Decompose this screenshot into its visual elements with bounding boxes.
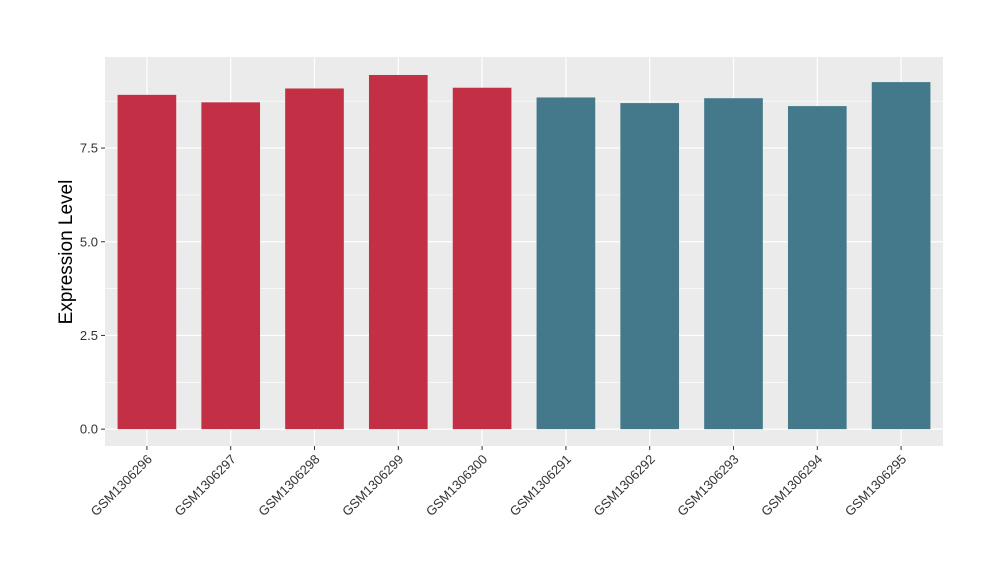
bar-gsm1306300 [452,87,512,430]
y-axis-title: Expression Level [56,180,77,325]
bar-gsm1306292 [620,103,680,430]
y-tick-label: 0.0 [80,422,98,437]
x-tick-label: GSM1306291 [507,452,574,519]
x-tick-label: GSM1306299 [339,452,406,519]
x-tick-label: GSM1306293 [674,452,741,519]
bar-gsm1306297 [201,102,261,430]
bar-gsm1306295 [871,82,931,430]
bar-gsm1306298 [285,88,344,430]
bar-gsm1306294 [787,106,847,430]
bar-gsm1306291 [536,97,596,430]
bar-gsm1306293 [704,98,763,430]
x-tick-label: GSM1306296 [88,452,155,519]
x-tick-label: GSM1306298 [255,452,322,519]
x-tick-label: GSM1306297 [171,452,238,519]
bar-gsm1306299 [368,74,428,430]
bars [117,74,931,430]
y-tick-label: 7.5 [80,141,98,156]
y-axis: 0.0 2.5 5.0 7.5 [80,141,105,437]
x-axis: GSM1306296 GSM1306297 GSM1306298 GSM1306299… [88,446,909,519]
bar-gsm1306296 [117,94,177,430]
y-tick-label: 5.0 [80,234,98,249]
x-tick-label: GSM1306300 [423,452,490,519]
y-tick-label: 2.5 [80,328,98,343]
x-tick-label: GSM1306294 [758,452,825,519]
x-tick-label: GSM1306292 [590,452,657,519]
x-tick-label: GSM1306295 [842,452,909,519]
